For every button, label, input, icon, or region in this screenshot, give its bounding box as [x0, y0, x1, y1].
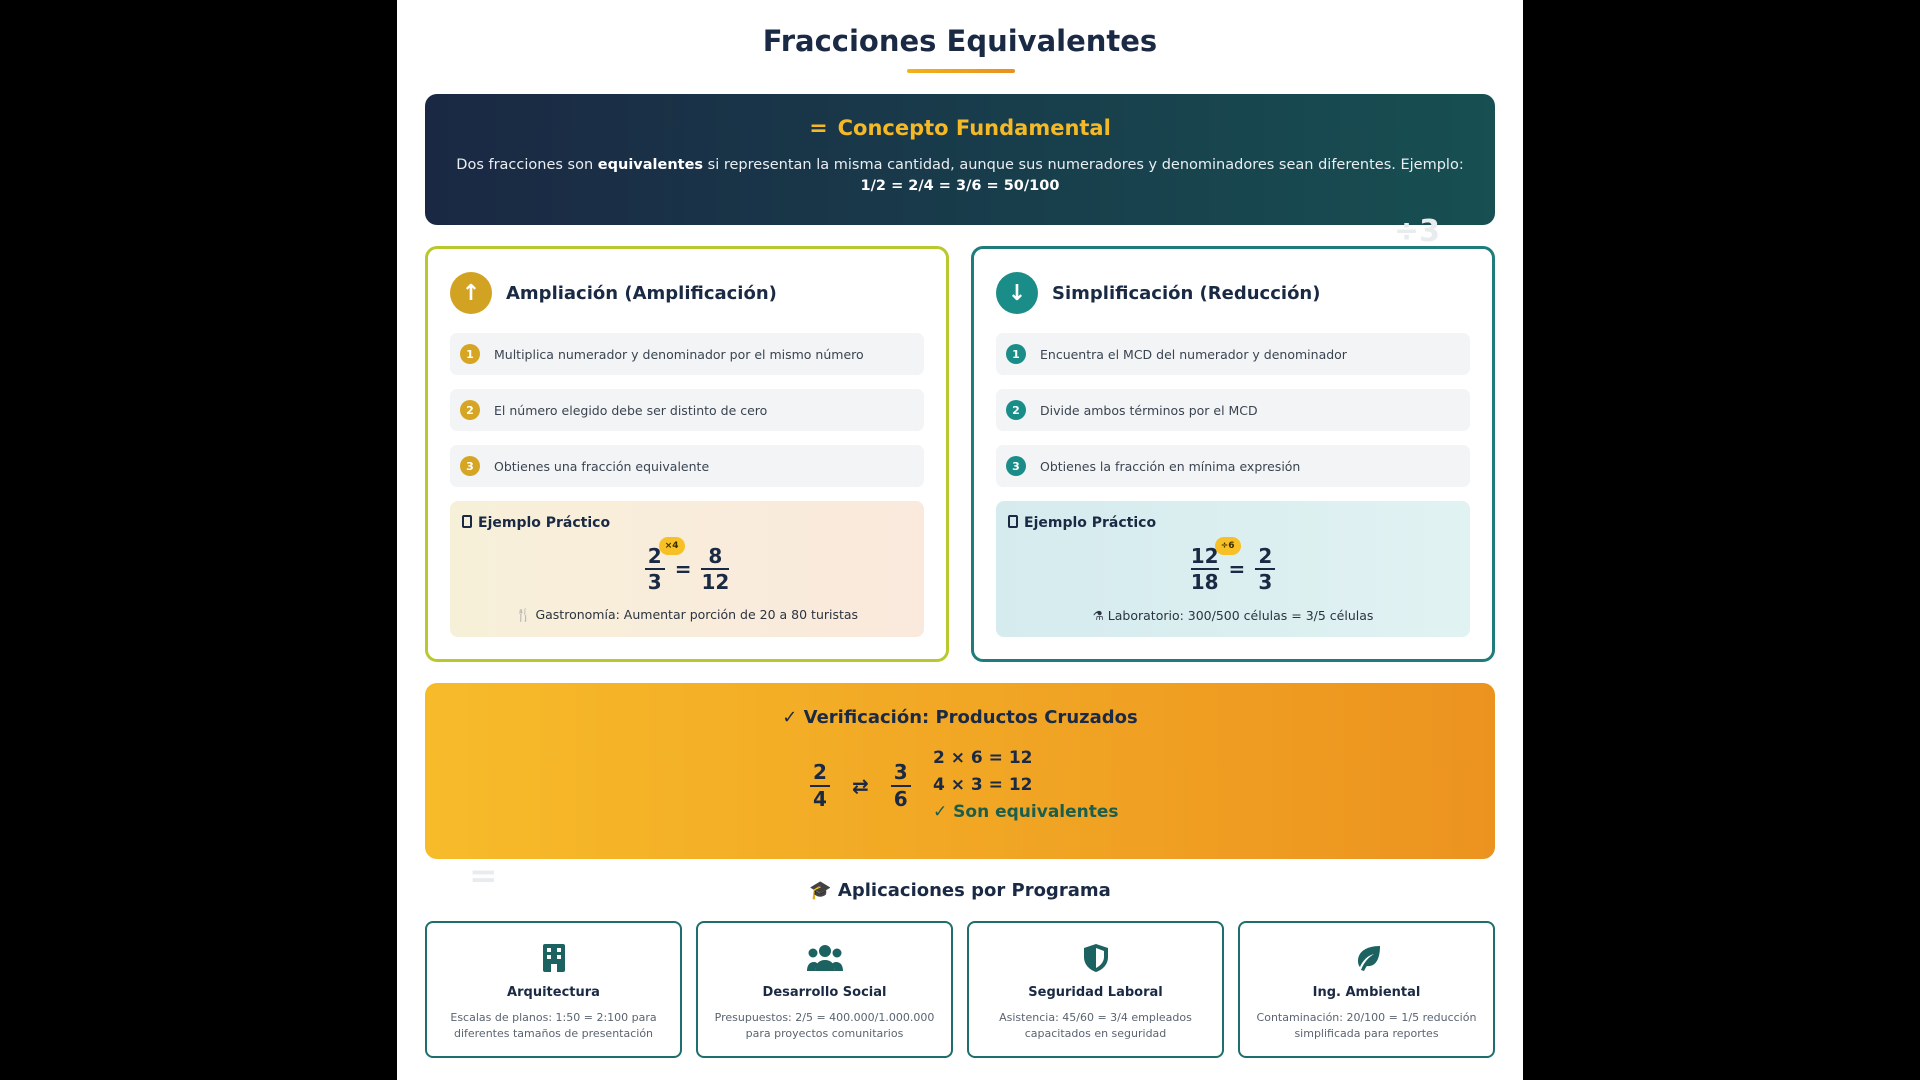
people-icon [698, 941, 951, 975]
calculator-icon [1008, 515, 1018, 528]
calculator-icon [462, 515, 472, 528]
simplification-title: Simplificación (Reducción) [1052, 282, 1321, 304]
cross-product-2: 4 × 3 = 12 [933, 775, 1033, 795]
decor-divide-icon: ÷3 [1394, 214, 1441, 249]
verification-title: Verificación: Productos Cruzados [803, 707, 1138, 728]
example-note: ⚗ Laboratorio: 300/500 células = 3/5 cél… [1092, 608, 1374, 623]
title-underline [907, 69, 1015, 73]
verification-result: ✓ Son equivalentes [933, 802, 1119, 822]
flask-icon: ⚗ [1092, 608, 1108, 623]
concept-title: Concepto Fundamental [837, 116, 1111, 140]
equals-icon: = [809, 116, 828, 141]
fraction: 8 12 [701, 544, 730, 594]
arrow-up-icon: ↑ [450, 272, 492, 314]
step-item: 3 Obtienes la fracción en mínima expresió… [996, 445, 1470, 487]
step-item: 3 Obtienes una fracción equivalente [450, 445, 924, 487]
amplification-title: Ampliación (Amplificación) [506, 282, 777, 304]
leaf-icon [1240, 941, 1493, 975]
app-card-desarrollo-social: Desarrollo Social Presupuestos: 2/5 = 40… [696, 921, 953, 1058]
building-icon [427, 941, 680, 975]
fraction: 12 18 [1190, 544, 1219, 594]
page: Fracciones Equivalentes = Concepto Fundam… [397, 0, 1523, 1080]
decor-equals-icon: = [469, 856, 498, 896]
amplification-card: ↑ Ampliación (Amplificación) 1 Multiplica… [425, 246, 949, 662]
applications-title: Aplicaciones por Programa [837, 880, 1111, 901]
step-item: 1 Multiplica numerador y denominador por … [450, 333, 924, 375]
simplification-card: ↓ Simplificación (Reducción) 1 Encuentra … [971, 246, 1495, 662]
utensils-icon: 🍴 [515, 607, 536, 622]
concept-card: = Concepto Fundamental Dos fracciones son… [425, 94, 1495, 225]
page-title: Fracciones Equivalentes [762, 24, 1158, 58]
step-item: 1 Encuentra el MCD del numerador y denomi… [996, 333, 1470, 375]
divisor-badge: ÷6 [1214, 537, 1241, 555]
step-item: 2 El número elegido debe ser distinto de … [450, 389, 924, 431]
example-note: 🍴 Gastronomía: Aumentar porción de 20 a … [515, 607, 859, 622]
double-check-icon: ✓ [782, 707, 804, 728]
app-card-ing-ambiental: Ing. Ambiental Contaminación: 20/100 = 1… [1238, 921, 1495, 1058]
graduation-cap-icon: 🎓 [809, 880, 838, 901]
cross-product-1: 2 × 6 = 12 [933, 748, 1033, 768]
app-card-arquitectura: Arquitectura Escalas de planos: 1:50 = 2… [425, 921, 682, 1058]
multiplier-badge: ×4 [658, 537, 685, 555]
shield-icon [969, 941, 1222, 975]
arrow-down-icon: ↓ [996, 272, 1038, 314]
app-card-seguridad-laboral: Seguridad Laboral Asistencia: 45/60 = 3/… [967, 921, 1224, 1058]
concept-text: Dos fracciones son equivalentes si repre… [456, 157, 1464, 194]
cross-arrows-icon: ⇄ [852, 774, 869, 798]
step-item: 2 Divide ambos términos por el MCD [996, 389, 1470, 431]
